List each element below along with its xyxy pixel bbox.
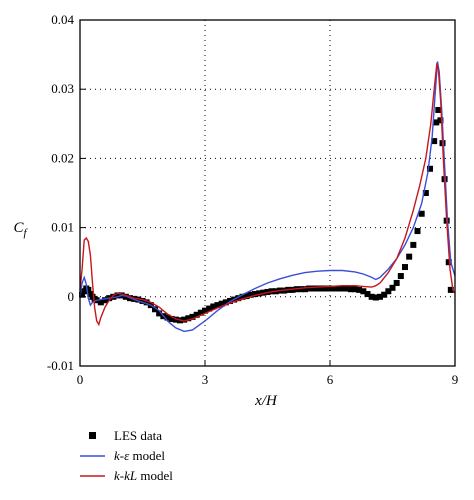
les-data-point (302, 286, 308, 293)
les-data-point (185, 315, 192, 322)
grid (80, 20, 455, 366)
les-data-point (352, 286, 358, 293)
les-data-point (377, 293, 383, 300)
les-data-point (389, 284, 396, 291)
les-data-point (397, 273, 404, 280)
les-data-point (339, 285, 346, 292)
les-data-series (79, 106, 454, 324)
les-data-point (331, 285, 338, 292)
les-data-point (79, 291, 86, 298)
les-data-point (445, 259, 452, 266)
les-data-point (414, 228, 421, 235)
les-data-point (164, 314, 171, 321)
les-data-point (372, 294, 379, 301)
les-data-point (368, 293, 375, 300)
les-data-point (97, 299, 104, 306)
y-tick-label: 0 (68, 289, 75, 304)
y-tick-label: 0.03 (51, 81, 74, 96)
les-data-point (252, 291, 258, 298)
les-data-point (247, 291, 254, 298)
y-tick-label: -0.01 (47, 358, 74, 373)
les-data-point (364, 291, 371, 298)
les-data-point (437, 117, 444, 124)
les-data-point (433, 119, 440, 126)
les-data-point (206, 305, 213, 312)
les-data-point (310, 285, 317, 292)
les-data-point (114, 292, 121, 299)
les-data-point (381, 291, 388, 298)
les-data-point (156, 310, 163, 317)
les-data-point (102, 297, 108, 304)
les-data-point (431, 138, 438, 145)
les-data-point (418, 210, 425, 217)
les-data-point (235, 295, 242, 302)
k-kl-model-line (79, 62, 456, 327)
les-data-point (385, 288, 392, 295)
legend-label: k-ε model (114, 448, 165, 463)
k-epsilon-model-line (79, 61, 456, 333)
x-tick-label: 6 (327, 372, 334, 387)
x-tick-label: 3 (202, 372, 209, 387)
legend-square-marker (89, 432, 96, 439)
x-tick-label: 0 (77, 372, 84, 387)
les-data-point (260, 289, 267, 296)
les-data-point (222, 299, 229, 306)
les-data-point (393, 279, 400, 286)
les-data-point (360, 288, 367, 295)
les-data-point (202, 307, 208, 314)
les-data-point (143, 299, 150, 306)
les-data-point (168, 315, 175, 322)
les-data-point (214, 302, 221, 309)
les-data-point (189, 313, 196, 320)
y-tick-label: 0.01 (51, 220, 74, 235)
les-data-point (314, 285, 321, 292)
les-data-point (210, 303, 217, 310)
les-data-point (197, 309, 204, 316)
les-data-point (356, 286, 363, 293)
les-data-point (172, 316, 179, 323)
plot-frame (79, 19, 456, 367)
les-data-point (85, 286, 92, 293)
les-data-point (447, 286, 454, 293)
legend-label: LES data (114, 428, 162, 443)
les-data-point (193, 311, 200, 318)
les-data-point (327, 285, 333, 292)
les-data-point (256, 290, 263, 297)
les-data-point (306, 285, 313, 292)
les-data-point (181, 316, 188, 323)
y-axis-title: Cf (13, 220, 28, 239)
les-data-point (243, 293, 250, 300)
les-data-point (139, 297, 146, 304)
legend: LES data k-ε model k-kL model (80, 428, 173, 483)
x-tick-label: 9 (452, 372, 459, 387)
les-data-point (435, 106, 442, 113)
les-data-point (297, 286, 304, 293)
legend-label: k-kL model (114, 468, 173, 483)
les-data-point (335, 285, 342, 292)
les-data-point (406, 253, 413, 260)
les-data-point (318, 285, 325, 292)
les-data-point (322, 285, 329, 292)
les-data-point (427, 165, 433, 172)
les-data-point (422, 190, 429, 196)
data-series (79, 61, 456, 333)
les-data-point (410, 241, 417, 248)
les-data-point (402, 264, 408, 271)
les-data-point (343, 285, 350, 292)
les-data-point (218, 300, 225, 307)
y-tick-label: 0.04 (51, 12, 74, 27)
y-tick-label: 0.02 (51, 150, 74, 165)
x-axis-title: x/H (254, 393, 278, 409)
les-data-point (347, 286, 354, 293)
les-data-point (239, 293, 246, 300)
les-data-point (152, 306, 158, 313)
